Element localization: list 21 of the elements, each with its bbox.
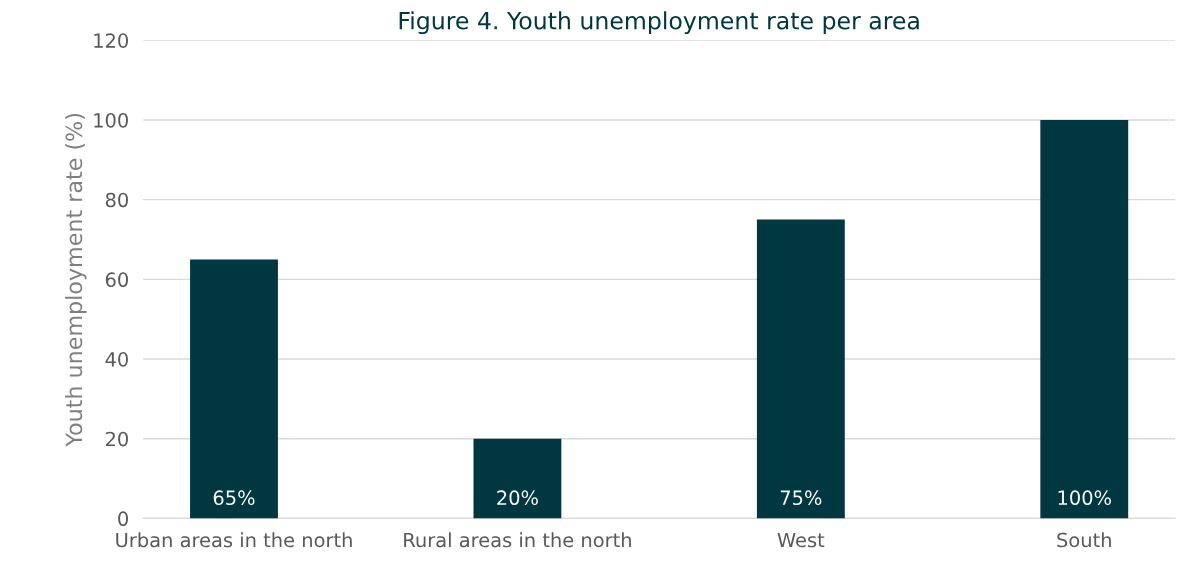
y-tick-label: 20	[105, 431, 128, 447]
y-tick-label: 80	[105, 192, 128, 208]
data-label: 20%	[497, 490, 538, 506]
x-tick-label: South	[1057, 532, 1111, 548]
data-label: 75%	[780, 490, 822, 506]
y-tick-label: 40	[105, 352, 128, 367]
y-axis-title: Youth unemployment rate (%)	[65, 114, 87, 447]
x-tick-label: Rural areas in the north	[404, 532, 631, 548]
y-tick-label: 120	[94, 33, 128, 48]
y-tick-label: 60	[105, 272, 128, 288]
bar	[1040, 120, 1129, 519]
x-tick-label: Urban areas in the north	[116, 532, 352, 548]
bar	[756, 219, 845, 519]
y-tick-label: 0	[118, 511, 128, 527]
data-label: 100%	[1058, 490, 1111, 506]
bar	[473, 438, 562, 519]
bar	[190, 259, 278, 519]
x-tick-label: West	[777, 532, 825, 548]
y-tick-label: 100	[94, 112, 128, 128]
chart-title: Figure 4. Youth unemployment rate per area	[399, 11, 919, 35]
data-label: 65%	[213, 490, 255, 506]
